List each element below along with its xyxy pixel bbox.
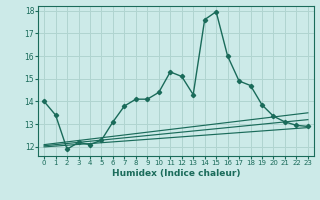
X-axis label: Humidex (Indice chaleur): Humidex (Indice chaleur) — [112, 169, 240, 178]
